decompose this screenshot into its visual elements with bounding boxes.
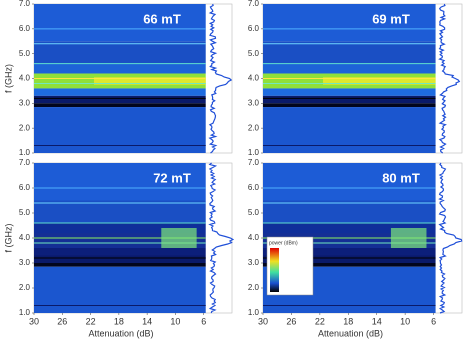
y-tick-label: 5.0 (19, 208, 31, 217)
heatmap-band (263, 95, 436, 104)
y-tick-label: 7.0 (248, 158, 260, 167)
spectrum-trace (438, 162, 463, 314)
y-tick-label: 4.0 (248, 74, 260, 83)
heatmap-band (34, 95, 206, 104)
y-tick-label: 7.0 (19, 0, 31, 8)
heatmap-band (263, 107, 436, 153)
heatmap-band (263, 263, 436, 267)
x-tick-label: 18 (114, 316, 124, 326)
heatmap-band (263, 103, 436, 108)
panel-label: 72 mT (153, 170, 191, 185)
heatmap-band (263, 4, 436, 42)
y-tick-label: 3.0 (248, 98, 260, 107)
y-axis-label: f (GHz) (3, 64, 13, 93)
y-axis-label: f (GHz) (3, 224, 13, 253)
heatmap-spot (161, 228, 197, 248)
y-tick-label: 1.0 (19, 148, 31, 157)
heatmap-band (34, 200, 206, 223)
x-tick-label: 18 (343, 316, 353, 326)
heatmap-band (263, 255, 436, 263)
heatmap-band (263, 41, 436, 64)
y-tick-label: 5.0 (248, 208, 260, 217)
y-tick-label: 6.0 (248, 24, 260, 33)
heatmap-spot (390, 228, 427, 248)
y-tick-label: 5.0 (248, 49, 260, 58)
heatmap-band (34, 248, 206, 256)
y-tick-label: 2.0 (248, 283, 260, 292)
heatmap-band (263, 63, 436, 74)
heatmap-band (34, 63, 206, 74)
y-tick-label: 3.0 (19, 258, 31, 267)
y-tick-label: 5.0 (19, 49, 31, 58)
spectrum-trace (438, 3, 461, 154)
y-tick-label: 4.0 (19, 233, 31, 242)
y-tick-label: 1.0 (248, 148, 260, 157)
y-tick-label: 1.0 (248, 308, 260, 317)
heatmap-band (263, 163, 436, 201)
y-tick-label: 7.0 (19, 158, 31, 167)
x-tick-label: 30 (258, 316, 268, 326)
y-tick-label: 2.0 (19, 123, 31, 132)
heatmap-band (34, 103, 206, 108)
heatmap-band (34, 4, 206, 42)
x-tick-label: 26 (286, 316, 296, 326)
y-tick-label: 2.0 (19, 283, 31, 292)
y-tick-label: 6.0 (248, 183, 260, 192)
heatmap-band (34, 223, 206, 233)
heatmap-band (263, 248, 436, 256)
x-tick-label: 14 (372, 316, 382, 326)
y-tick-label: 4.0 (248, 233, 260, 242)
y-tick-label: 6.0 (19, 183, 31, 192)
x-tick-label: 22 (86, 316, 96, 326)
y-tick-label: 3.0 (248, 258, 260, 267)
x-tick-label: 10 (170, 316, 180, 326)
heatmap-band (34, 266, 206, 313)
y-tick-label: 2.0 (248, 123, 260, 132)
heatmap-band (323, 77, 436, 85)
x-tick-label: 26 (57, 316, 67, 326)
heatmap-band (34, 41, 206, 64)
heatmap-band (34, 255, 206, 263)
colorbar-title: power (dBm) (269, 240, 298, 246)
y-tick-label: 3.0 (19, 98, 31, 107)
heatmap-band (34, 263, 206, 267)
heatmap-band (263, 88, 436, 96)
colorbar (270, 248, 279, 292)
heatmap-band (34, 107, 206, 153)
x-tick-label: 6 (431, 316, 436, 326)
panel-label: 80 mT (382, 170, 420, 185)
panel-label: 69 mT (372, 11, 410, 26)
x-tick-label: 10 (400, 316, 410, 326)
spectrum-trace (208, 162, 235, 314)
y-tick-label: 1.0 (19, 308, 31, 317)
heatmap-band (34, 163, 206, 201)
x-tick-label: 30 (29, 316, 39, 326)
heatmap-band (94, 77, 206, 85)
heatmap-band (34, 88, 206, 96)
heatmap-band (263, 223, 436, 233)
y-tick-label: 7.0 (248, 0, 260, 8)
x-tick-label: 22 (315, 316, 325, 326)
x-axis-label: Attenuation (dB) (318, 328, 383, 338)
x-axis-label: Attenuation (dB) (88, 328, 153, 338)
panel-label: 66 mT (143, 11, 181, 26)
heatmap-band (263, 200, 436, 223)
x-tick-label: 14 (142, 316, 152, 326)
spectrum-trace (208, 3, 233, 154)
x-tick-label: 6 (201, 316, 206, 326)
y-tick-label: 6.0 (19, 24, 31, 33)
y-tick-label: 4.0 (19, 74, 31, 83)
